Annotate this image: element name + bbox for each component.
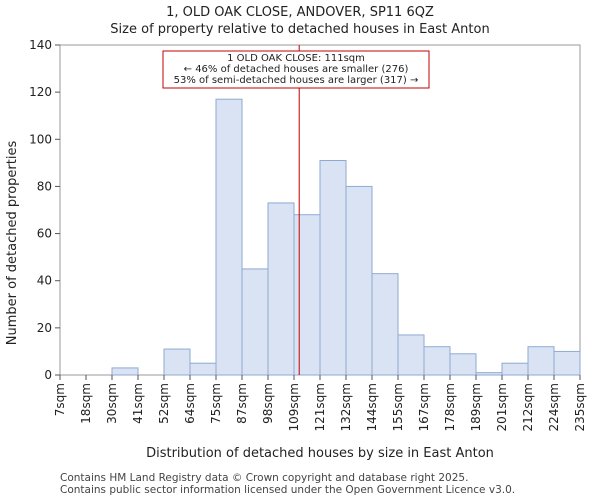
chart-subtitle: Size of property relative to detached ho…	[110, 22, 489, 37]
bars	[111, 98, 581, 376]
annotation-box: 1 OLD OAK CLOSE: 111sqm ← 46% of detache…	[162, 50, 430, 89]
y-axis-label: Number of detached properties	[5, 141, 20, 346]
footer-line-1: Contains HM Land Registry data © Crown c…	[60, 472, 468, 484]
y-tick-label: 0	[44, 368, 52, 382]
bar-224sqm	[553, 350, 581, 376]
bar-87sqm	[241, 268, 269, 376]
bar-189sqm	[475, 372, 503, 376]
annotation-line-1: 1 OLD OAK CLOSE: 111sqm	[227, 53, 365, 64]
x-tick-label: 155sqm	[391, 383, 405, 431]
x-tick-label: 132sqm	[339, 383, 353, 431]
x-tick-label: 87sqm	[235, 383, 249, 424]
x-tick-label: 109sqm	[287, 383, 301, 431]
x-tick-label: 41sqm	[131, 383, 145, 424]
x-tick-label: 52sqm	[157, 383, 171, 424]
annotation-border	[162, 50, 430, 89]
bar-75sqm	[215, 98, 243, 376]
x-tick-label: 30sqm	[105, 383, 119, 424]
bar-155sqm	[397, 334, 425, 376]
bar-144sqm	[371, 273, 399, 376]
x-axis-label: Distribution of detached houses by size …	[146, 446, 494, 461]
bar-64sqm	[189, 362, 217, 376]
y-tick-label: 100	[29, 132, 52, 146]
x-tick-label: 235sqm	[573, 383, 587, 431]
bar-121sqm	[319, 160, 347, 376]
x-tick-label: 189sqm	[469, 383, 483, 431]
y-tick-label: 140	[29, 38, 52, 52]
y-axis: 0 20 40 60 80 100 120 140	[29, 38, 60, 382]
bar-132sqm	[345, 185, 373, 376]
bar-201sqm	[501, 362, 529, 376]
x-tick-label: 64sqm	[183, 383, 197, 424]
bar-30sqm	[111, 367, 139, 376]
y-tick-label: 60	[37, 227, 52, 241]
bar-212sqm	[527, 346, 555, 376]
x-tick-label: 178sqm	[443, 383, 457, 431]
x-tick-label: 98sqm	[261, 383, 275, 424]
bar-98sqm	[267, 202, 295, 376]
bar-52sqm	[163, 348, 191, 376]
footer-line-2: Contains public sector information licen…	[60, 484, 515, 496]
x-tick-label: 7sqm	[53, 383, 67, 416]
bar-109sqm	[293, 214, 321, 376]
y-tick-label: 120	[29, 85, 52, 99]
x-tick-label: 18sqm	[79, 383, 93, 424]
y-tick-label: 80	[37, 179, 52, 193]
x-tick-label: 121sqm	[313, 383, 327, 431]
x-tick-label: 75sqm	[209, 383, 223, 424]
annotation-line-3: 53% of semi-detached houses are larger (…	[174, 75, 419, 86]
y-tick-label: 20	[37, 321, 52, 335]
x-axis: 7sqm 18sqm 30sqm 41sqm 52sqm 64sqm 75sqm 87sqm 9…	[53, 375, 587, 431]
x-tick-label: 201sqm	[495, 383, 509, 431]
bar-178sqm	[449, 353, 477, 376]
annotation-line-2: ← 46% of detached houses are smaller (27…	[184, 64, 409, 75]
x-tick-label: 144sqm	[365, 383, 379, 431]
x-tick-label: 212sqm	[521, 383, 535, 431]
y-tick-label: 40	[37, 274, 52, 288]
bar-167sqm	[423, 346, 451, 376]
chart-title: 1, OLD OAK CLOSE, ANDOVER, SP11 6QZ	[166, 5, 434, 20]
x-tick-label: 224sqm	[547, 383, 561, 431]
x-tick-label: 167sqm	[417, 383, 431, 431]
